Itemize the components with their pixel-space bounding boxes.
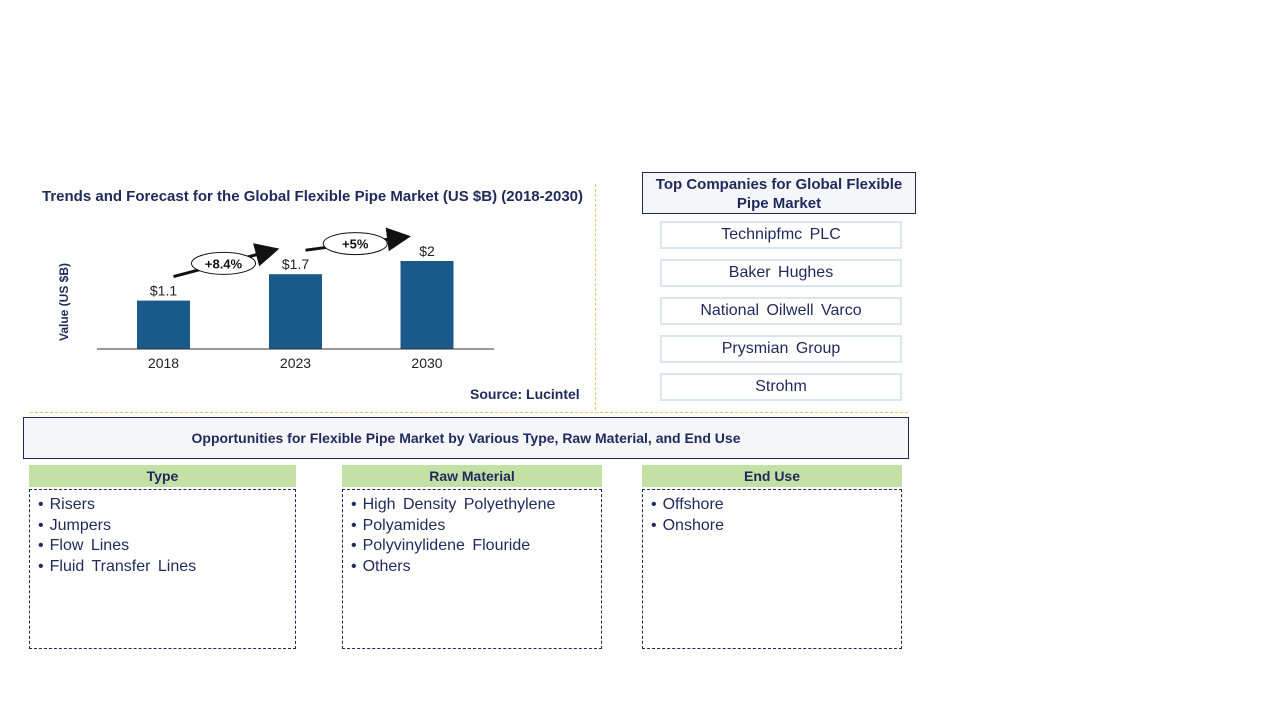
company-item: National Oilwell Varco	[660, 297, 902, 325]
segment-header: Type	[29, 465, 296, 487]
segment-end-use: End Use Offshore Onshore	[642, 465, 902, 649]
chart-title: Trends and Forecast for the Global Flexi…	[42, 188, 583, 205]
source-note: Source: Lucintel	[470, 386, 580, 402]
segment-list: High Density Polyethylene Polyamides Pol…	[342, 489, 602, 649]
list-item: Fluid Transfer Lines	[38, 557, 295, 578]
list-item: Jumpers	[38, 516, 295, 537]
company-item: Technipfmc PLC	[660, 221, 902, 249]
bar-chart: $1.1 2018 $1.7 2023 $2 2030 Value (US $B) +8.…	[57, 227, 494, 371]
growth-label: +8.4%	[205, 256, 243, 271]
segment-list: Risers Jumpers Flow Lines Fluid Transfer…	[29, 489, 296, 649]
x-tick-label: 2030	[411, 355, 442, 371]
company-item: Baker Hughes	[660, 259, 902, 287]
horizontal-divider	[30, 412, 908, 413]
vertical-divider	[595, 184, 596, 410]
list-item: Risers	[38, 495, 295, 516]
data-label: $1.7	[282, 256, 309, 272]
company-item: Prysmian Group	[660, 335, 902, 363]
list-item: Flow Lines	[38, 536, 295, 557]
growth-badge	[322, 232, 388, 256]
bar-2030	[400, 261, 454, 349]
y-axis-label: Value (US $B)	[57, 263, 71, 341]
bar-2018	[137, 300, 190, 349]
segment-header: End Use	[642, 465, 902, 487]
list-item: Others	[351, 557, 601, 578]
segment-list: Offshore Onshore	[642, 489, 902, 649]
x-tick-label: 2018	[148, 355, 179, 371]
data-label: $2	[419, 243, 435, 259]
segment-type: Type Risers Jumpers Flow Lines Fluid Tra…	[29, 465, 296, 649]
list-item: High Density Polyethylene	[351, 495, 601, 516]
list-item: Polyvinylidene Flouride	[351, 536, 601, 557]
top-companies-title: Top Companies for Global Flexible Pipe M…	[642, 172, 916, 214]
x-tick-label: 2023	[280, 355, 311, 371]
data-label: $1.1	[150, 283, 177, 299]
growth-badge	[191, 251, 256, 275]
list-item: Offshore	[651, 495, 901, 516]
list-item: Polyamides	[351, 516, 601, 537]
list-item: Onshore	[651, 516, 901, 537]
segment-header: Raw Material	[342, 465, 602, 487]
company-item: Strohm	[660, 373, 902, 401]
bar-2023	[269, 274, 322, 349]
segment-raw-material: Raw Material High Density Polyethylene P…	[342, 465, 602, 649]
growth-label: +5%	[342, 237, 369, 252]
opportunities-title: Opportunities for Flexible Pipe Market b…	[23, 417, 909, 459]
